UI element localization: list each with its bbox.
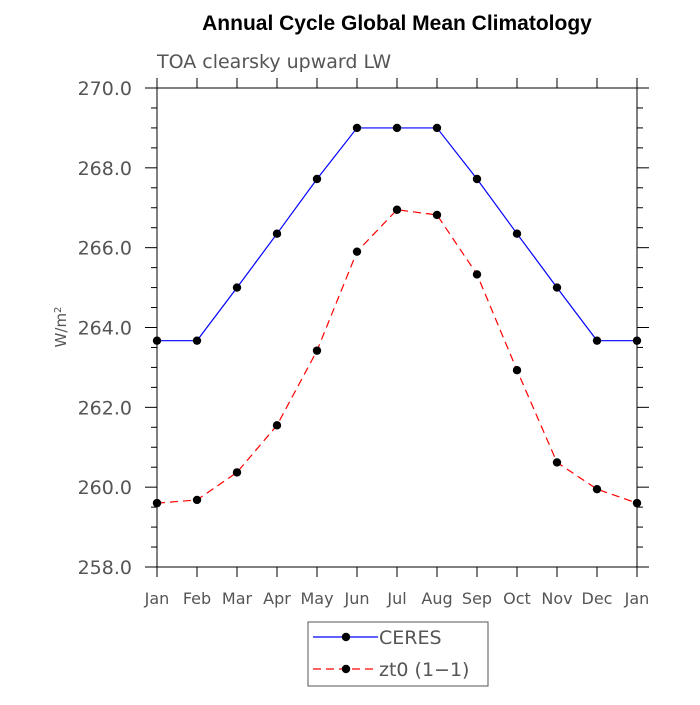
data-point [392,123,402,133]
data-point [272,421,282,430]
data-point [392,205,402,214]
data-point [232,283,242,292]
data-point [592,336,602,345]
legend-swatch-marker [341,632,351,642]
y-axis-label-superscript: 2 [53,307,64,313]
y-axis-label-text: W/m [52,313,70,348]
data-point [592,484,602,494]
data-point [552,283,562,292]
y-tick-label: 262.0 [78,397,132,419]
data-point [632,498,642,508]
data-point [552,458,562,467]
y-tick-label: 268.0 [78,158,132,180]
x-tick-label: Sep [462,589,492,608]
x-tick-label: Mar [222,589,253,608]
data-point [472,174,482,184]
data-point [632,336,642,345]
chart-subtitle: TOA clearsky upward LW [156,51,391,73]
chart-title: Annual Cycle Global Mean Climatology [202,12,592,35]
data-point [512,229,522,238]
data-point [232,468,242,477]
legend-label: zt0 (1−1) [379,659,469,681]
data-point [512,366,522,375]
data-point [352,247,362,256]
data-point [432,210,442,220]
plot-frame [156,87,638,568]
data-point [192,495,202,505]
series-line-1 [156,209,638,504]
y-axis-label: W/m2 [52,307,70,348]
y-tick-label: 270.0 [78,78,132,100]
data-point [152,336,162,345]
data-point [432,123,442,133]
x-tick-label: Aug [421,589,452,608]
y-tick-label: 258.0 [78,557,132,579]
series-line-0 [157,127,637,342]
legend-box [307,621,489,687]
data-point [272,229,282,238]
x-tick-label: Jun [344,589,370,608]
legend-swatch-marker [341,664,351,674]
legend: CERES zt0 (1−1) [307,621,489,687]
data-point [312,174,322,184]
data-point [152,498,162,508]
legend-label: CERES [379,627,442,649]
x-tick-label: Feb [183,589,211,608]
x-tick-label: Apr [263,589,291,608]
x-tick-label: Jan [624,589,650,608]
x-tick-label: Jan [144,589,170,608]
data-point [352,123,362,133]
y-tick-label: 266.0 [78,238,132,260]
x-tick-label: Jul [386,589,406,608]
y-tick-label: 264.0 [78,318,132,340]
data-point [472,270,482,279]
data-point [192,336,202,345]
x-tick-label: Nov [541,589,572,608]
y-tick-label: 260.0 [78,477,132,499]
plot-area: 258.0 260.0 262.0 264.0 266.0 268.0 270.0 Jan Fe… [52,78,649,608]
x-tick-label: May [300,589,333,608]
x-tick-label: Oct [503,589,531,608]
x-tick-label: Dec [582,589,613,608]
data-point [312,346,322,355]
